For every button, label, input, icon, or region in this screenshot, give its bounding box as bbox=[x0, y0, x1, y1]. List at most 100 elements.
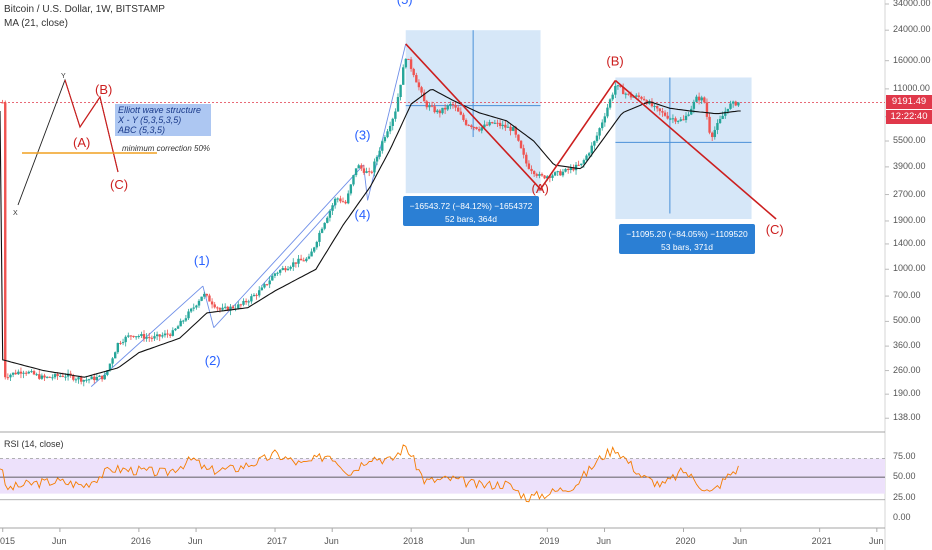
candle-body bbox=[182, 320, 185, 322]
candle-body bbox=[569, 167, 572, 171]
candle-body bbox=[229, 306, 232, 311]
candle-body bbox=[158, 334, 161, 337]
candle-body bbox=[538, 174, 541, 176]
note-line-1: Elliott wave structure bbox=[118, 105, 202, 115]
candle-body bbox=[252, 294, 256, 297]
candle-body bbox=[323, 222, 326, 229]
candle-body bbox=[221, 307, 224, 310]
candle-body bbox=[574, 164, 578, 171]
candle-body bbox=[127, 335, 130, 337]
candle-body bbox=[566, 168, 570, 171]
candle-body bbox=[250, 296, 253, 302]
candle-body bbox=[292, 262, 295, 267]
ma-line bbox=[0, 89, 741, 378]
candle-body bbox=[577, 164, 580, 166]
rsi-band bbox=[0, 458, 885, 494]
note-bg bbox=[115, 104, 211, 136]
y-tick-label: 360.00 bbox=[893, 340, 921, 351]
candle-body bbox=[155, 334, 159, 337]
candle-body bbox=[242, 300, 245, 305]
candle-body bbox=[352, 175, 355, 185]
countdown-tag: 12:22:40 bbox=[886, 110, 932, 124]
candle-body bbox=[590, 145, 593, 154]
candle-body bbox=[561, 171, 565, 176]
candle-body bbox=[74, 379, 78, 381]
candle-body bbox=[145, 337, 148, 339]
candle-body bbox=[737, 102, 740, 106]
candle-body bbox=[525, 154, 528, 164]
candle-body bbox=[189, 308, 193, 312]
candle-body bbox=[705, 102, 709, 117]
candle-body bbox=[137, 336, 140, 338]
schema-label-y: Y bbox=[61, 73, 66, 80]
x-tick-label: 2019 bbox=[539, 536, 560, 546]
wave-label: (1) bbox=[194, 253, 210, 268]
candle-body bbox=[726, 108, 730, 112]
candle-body bbox=[661, 111, 664, 113]
candle-body bbox=[517, 134, 520, 141]
candle-body bbox=[315, 241, 319, 248]
candle-body bbox=[682, 119, 685, 121]
candle-body bbox=[522, 148, 525, 155]
candle-body bbox=[331, 205, 334, 211]
candle-body bbox=[213, 304, 216, 308]
candle-body bbox=[216, 307, 219, 309]
x-tick-label: 2020 bbox=[675, 536, 696, 546]
candle-body bbox=[629, 94, 633, 98]
y-tick-label: 24000.00 bbox=[893, 24, 931, 35]
candle-body bbox=[480, 127, 483, 131]
candle-body bbox=[532, 171, 536, 175]
wave-label: (A) bbox=[532, 181, 549, 196]
x-tick-label: Jun bbox=[868, 536, 884, 546]
candle-body bbox=[645, 100, 648, 104]
candle-body bbox=[674, 118, 677, 122]
candle-body bbox=[543, 175, 546, 179]
candle-body bbox=[708, 116, 711, 133]
wave-2-line bbox=[202, 285, 215, 328]
candle-body bbox=[24, 372, 28, 374]
candle-body bbox=[77, 377, 80, 380]
candle-body bbox=[237, 304, 240, 309]
candle-body bbox=[305, 258, 308, 262]
candle-body bbox=[663, 112, 667, 116]
candle-body bbox=[394, 111, 397, 119]
wave-label: (2) bbox=[205, 353, 221, 368]
candle-body bbox=[540, 174, 544, 176]
candle-body bbox=[470, 125, 473, 127]
candle-body bbox=[690, 108, 693, 115]
candle-body bbox=[614, 85, 617, 95]
candle-body bbox=[192, 307, 195, 309]
candle-body bbox=[195, 305, 198, 308]
candle-body bbox=[501, 124, 504, 127]
candle-body bbox=[163, 333, 167, 336]
candle-body bbox=[433, 106, 436, 113]
rsi-legend: RSI (14, close) bbox=[4, 439, 64, 449]
candle-body bbox=[370, 171, 374, 173]
candle-body bbox=[14, 372, 17, 375]
candle-body bbox=[349, 184, 353, 194]
candle-body bbox=[496, 122, 499, 124]
x-tick-label: Jun bbox=[324, 536, 339, 546]
candle-body bbox=[347, 193, 350, 204]
candle-body bbox=[268, 280, 271, 285]
candle-body bbox=[396, 97, 400, 112]
candle-body bbox=[367, 171, 371, 173]
candle-body bbox=[313, 247, 316, 252]
candle-body bbox=[378, 150, 381, 157]
y-tick-label: 1400.00 bbox=[893, 237, 926, 248]
candle-body bbox=[412, 68, 415, 76]
candle-body bbox=[365, 171, 368, 173]
candle-body bbox=[265, 284, 269, 286]
candle-body bbox=[59, 375, 62, 377]
candle-body bbox=[100, 375, 104, 380]
candle-body bbox=[422, 92, 426, 102]
candle-body bbox=[381, 141, 384, 151]
y-tick-label: 190.00 bbox=[893, 388, 921, 399]
candle-body bbox=[391, 118, 394, 126]
candle-body bbox=[420, 87, 423, 93]
candle-body bbox=[451, 104, 455, 106]
candle-body bbox=[273, 273, 277, 276]
candle-body bbox=[276, 272, 279, 274]
